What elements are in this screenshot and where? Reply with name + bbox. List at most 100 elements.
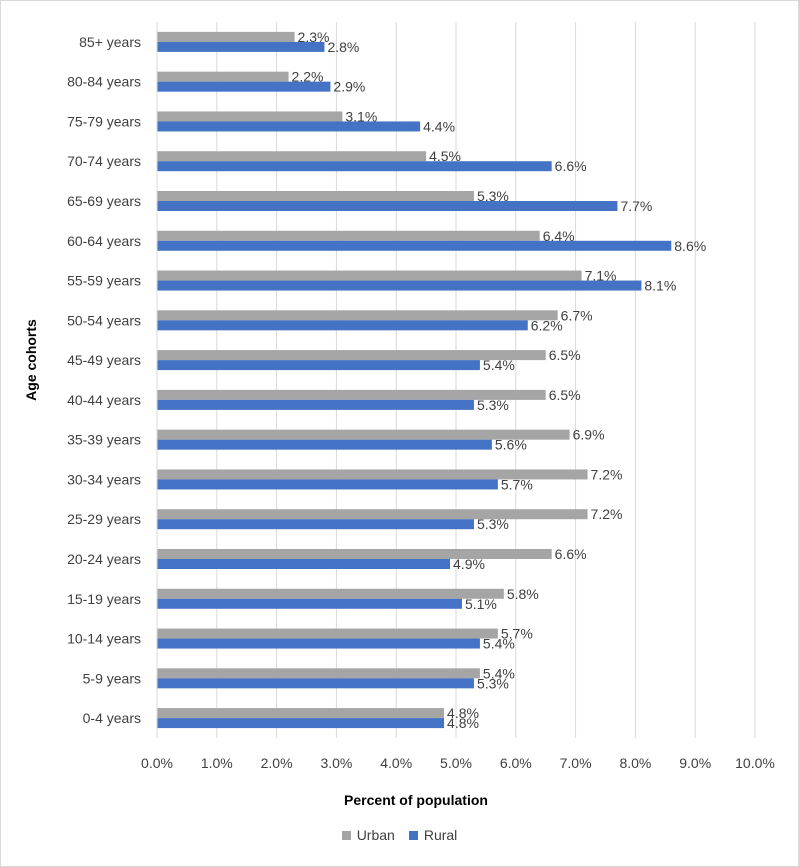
bar-urban (157, 588, 504, 599)
y-tick-label: 35-39 years (67, 432, 141, 448)
legend-item-rural: Rural (408, 827, 458, 843)
y-tick-label: 40-44 years (67, 392, 141, 408)
bar-urban (157, 191, 474, 201)
x-tick-label: 9.0% (679, 755, 711, 771)
bar-urban (157, 151, 427, 162)
y-tick-label: 60-64 years (67, 233, 141, 249)
data-label-urban: 7.2% (591, 466, 623, 482)
data-label-rural: 5.6% (495, 437, 527, 453)
data-label-rural: 4.9% (453, 556, 485, 572)
x-tick-label: 6.0% (500, 755, 532, 771)
legend-swatch-urban (341, 830, 351, 840)
data-label-urban: 6.5% (549, 387, 581, 403)
data-label-urban: 5.4% (483, 665, 515, 681)
y-tick-label: 55-59 years (67, 273, 141, 289)
bar-urban (157, 31, 295, 42)
data-label-rural: 5.7% (501, 476, 533, 492)
data-label-rural: 5.4% (483, 636, 515, 652)
bar-rural (157, 479, 498, 490)
y-tick-label: 45-49 years (67, 352, 141, 368)
data-label-urban: 5.3% (477, 188, 509, 204)
bar-rural (157, 559, 451, 569)
y-tick-label: 50-54 years (67, 312, 141, 328)
bar-urban (157, 389, 546, 400)
y-axis-tick-labels: 0-4 years 5-9 years 10-14 years 15-19 years… (67, 34, 141, 726)
x-tick-label: 10.0% (735, 755, 775, 771)
bar-rural (157, 519, 474, 530)
data-label-urban: 7.1% (585, 268, 617, 284)
x-tick-label: 4.0% (380, 755, 412, 771)
bar-rural (157, 598, 462, 609)
data-label-urban: 5.8% (507, 586, 539, 602)
data-label-rural: 5.3% (477, 397, 509, 413)
bar-urban (157, 668, 480, 679)
bar-rural (157, 638, 480, 649)
y-tick-label: 85+ years (79, 34, 141, 50)
bar-urban (157, 429, 570, 440)
data-label-urban: 4.5% (429, 148, 461, 164)
data-labels: 4.8%4.8%5.4%5.3%5.7%5.4%5.8%5.1%6.6%4.9%… (292, 29, 707, 731)
bar-urban (157, 708, 445, 719)
x-tick-label: 5.0% (440, 755, 472, 771)
data-label-urban: 6.7% (561, 307, 593, 323)
legend-label-rural: Rural (423, 827, 458, 843)
bar-rural (157, 41, 325, 52)
data-label-urban: 6.9% (573, 427, 605, 443)
y-tick-label: 75-79 years (67, 113, 141, 129)
bar-urban (157, 549, 552, 559)
legend-label-urban: Urban (356, 827, 395, 843)
bar-rural (157, 121, 421, 132)
data-label-urban: 2.3% (298, 29, 330, 45)
data-label-rural: 4.8% (447, 715, 479, 731)
x-axis-title: Percent of population (344, 792, 488, 808)
data-label-rural: 6.2% (531, 317, 563, 333)
bar-rural (157, 320, 528, 331)
data-label-rural: 5.4% (483, 357, 515, 373)
bar-rural (157, 161, 552, 172)
data-label-rural: 8.6% (674, 238, 706, 254)
y-tick-label: 15-19 years (67, 591, 141, 607)
data-label-urban: 7.2% (591, 506, 623, 522)
data-label-rural: 5.1% (465, 596, 497, 612)
bar-rural (157, 81, 331, 92)
legend: Urban Rural (0, 827, 799, 843)
x-tick-label: 2.0% (261, 755, 293, 771)
bar-urban (157, 71, 289, 82)
x-tick-label: 8.0% (619, 755, 651, 771)
y-tick-label: 30-34 years (67, 471, 141, 487)
bar-rural (157, 360, 480, 371)
data-label-rural: 5.3% (477, 516, 509, 532)
bar-urban (157, 350, 546, 361)
y-tick-label: 0-4 years (83, 710, 141, 726)
data-label-urban: 6.4% (543, 228, 575, 244)
x-axis-tick-labels: 0.0% 1.0% 2.0% 3.0% 4.0% 5.0% 6.0% 7.0% 8.0% 9.0%… (141, 755, 775, 771)
bar-rural (157, 439, 492, 450)
bar-rural (157, 240, 672, 251)
bar-rural (157, 201, 618, 211)
y-tick-label: 70-74 years (67, 153, 141, 169)
y-tick-label: 5-9 years (83, 670, 141, 686)
bar-urban (157, 469, 588, 480)
data-label-rural: 2.9% (333, 79, 365, 95)
bar-urban (157, 310, 558, 321)
x-tick-label: 0.0% (141, 755, 173, 771)
data-label-urban: 6.5% (549, 347, 581, 363)
x-tick-label: 3.0% (320, 755, 352, 771)
y-tick-label: 65-69 years (67, 193, 141, 209)
data-label-rural: 6.6% (555, 158, 587, 174)
y-tick-label: 80-84 years (67, 74, 141, 90)
y-tick-label: 20-24 years (67, 551, 141, 567)
bar-urban (157, 270, 582, 281)
bar-rural (157, 399, 474, 410)
bar-urban (157, 111, 343, 122)
bar-rural (157, 280, 642, 291)
data-label-rural: 5.3% (477, 675, 509, 691)
legend-item-urban: Urban (341, 827, 395, 843)
bar-urban (157, 230, 540, 241)
data-label-urban: 3.1% (345, 108, 377, 124)
data-label-rural: 4.4% (423, 118, 455, 134)
data-label-urban: 5.7% (501, 626, 533, 642)
data-label-rural: 7.7% (620, 198, 652, 214)
bar-urban (157, 628, 498, 639)
